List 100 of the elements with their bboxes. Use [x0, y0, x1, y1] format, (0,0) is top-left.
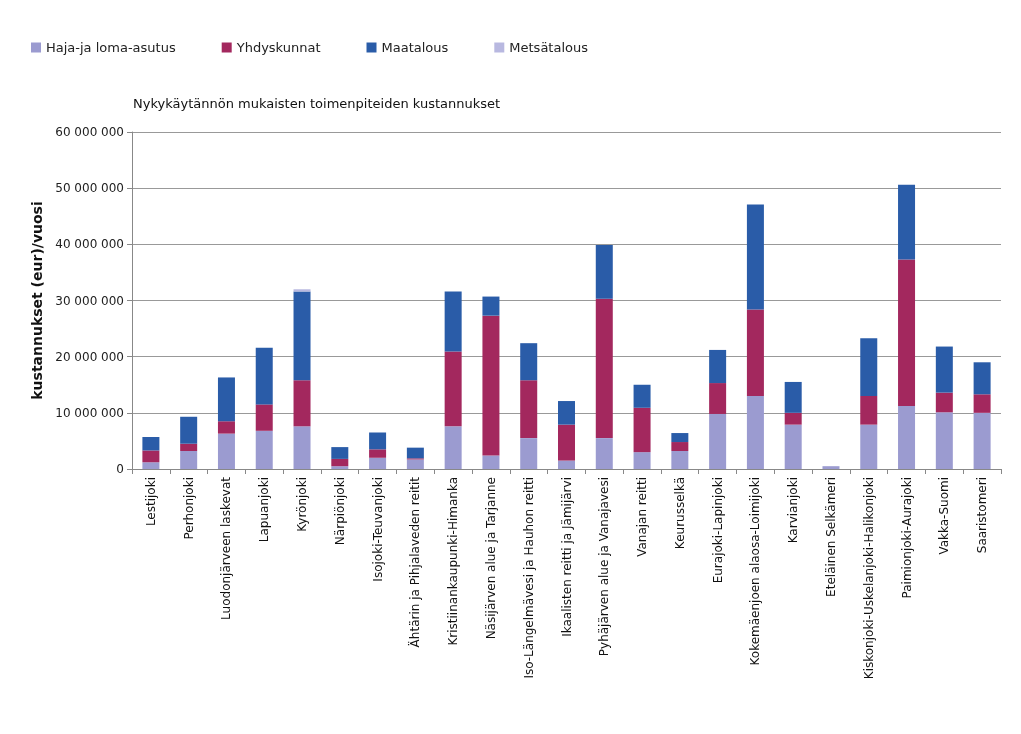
x-tick-label: Eteläinen Selkämeri	[823, 477, 838, 597]
y-tick-label: 0	[116, 462, 124, 476]
bar	[898, 259, 916, 407]
bar	[482, 455, 500, 469]
x-tick-label: Ikaalisten reitti ja Jämijärvi	[559, 477, 574, 637]
bar	[444, 291, 462, 352]
bar	[520, 438, 538, 469]
bar	[217, 377, 235, 422]
bar	[369, 432, 387, 450]
bar	[671, 451, 689, 469]
bar	[558, 401, 575, 425]
bar	[935, 346, 953, 393]
legend-label: Yhdyskunnat	[235, 40, 321, 55]
bar	[331, 458, 349, 467]
x-tick-label: Lapuanjoki	[257, 477, 272, 543]
bar	[784, 412, 802, 425]
bar	[444, 351, 462, 427]
x-tick-label: Närpiönjoki	[332, 477, 347, 546]
legend-label: Haja-ja loma-asutus	[46, 40, 176, 55]
bar	[406, 447, 424, 459]
y-tick-label: 10 000 000	[55, 405, 124, 420]
x-tick-label: Näsijärven alue ja Tarjanne	[483, 477, 498, 640]
bar	[255, 347, 273, 405]
bar	[633, 384, 651, 408]
x-tick-label: Isojoki-Teuvanjoki	[370, 477, 385, 582]
bar	[746, 204, 764, 310]
x-tick-label: Kiskonjoki-Uskelanjoki-Halikonjoki	[861, 477, 876, 680]
x-tick-label: Paimionjoki-Aurajoki	[899, 477, 914, 599]
x-tick-label: Eurajoki-Lapinjoki	[710, 477, 725, 584]
x-tick-label: Vanajan reitti	[635, 477, 650, 557]
x-tick-label: Pyhäjärven alue ja Vanajavesi	[597, 477, 612, 657]
bar	[860, 395, 878, 425]
bar	[255, 404, 273, 431]
bar	[331, 447, 349, 459]
bar	[973, 412, 991, 469]
x-tick-label: Ähtärin ja Pihjalaveden reitit	[407, 476, 423, 648]
bar	[255, 430, 273, 469]
bar	[595, 244, 613, 299]
bar	[444, 426, 462, 469]
bar	[142, 450, 160, 463]
bar	[935, 392, 953, 413]
bar	[973, 362, 991, 395]
x-tick-label: Karvianjoki	[786, 477, 801, 544]
bar	[558, 460, 575, 469]
x-tick-label: Kokemäenjoen alaosa-Loimijoki	[748, 477, 763, 666]
bar	[142, 436, 160, 451]
y-tick-label: 40 000 000	[55, 237, 124, 252]
bar	[784, 381, 802, 413]
x-tick-label: Perhonjoki	[181, 477, 196, 540]
bar	[217, 433, 235, 469]
chart-title: Nykykäytännön mukaisten toimenpiteiden kustannukset	[133, 96, 501, 111]
x-tick-label: Iso-Längelmävesi ja Hauhon reitti	[521, 477, 536, 679]
bar	[671, 433, 689, 443]
bar	[860, 424, 878, 469]
bar	[180, 416, 198, 444]
bar	[709, 413, 727, 469]
x-tick-label: Saaristomeri	[975, 477, 990, 554]
y-tick-label: 50 000 000	[55, 181, 124, 196]
y-tick-label: 30 000 000	[55, 293, 124, 308]
y-tick-label: 60 000 000	[55, 125, 124, 139]
x-tick-label: Kyrönjoki	[295, 477, 310, 532]
bar	[293, 380, 311, 427]
bar	[180, 451, 198, 469]
x-tick-label: Luodonjärveen laskevat	[219, 476, 234, 620]
bar	[709, 349, 727, 384]
y-tick-label: 20 000 000	[55, 349, 124, 364]
bar	[293, 291, 311, 381]
bar	[180, 443, 198, 452]
x-tick-label: Vakka-Suomi	[937, 477, 952, 555]
bar	[822, 466, 840, 469]
bar	[671, 442, 689, 452]
legend-label: Maatalous	[381, 40, 449, 55]
bar	[746, 395, 764, 469]
bar	[595, 298, 613, 439]
bar	[633, 407, 651, 453]
bar	[709, 383, 727, 414]
bar	[860, 338, 878, 396]
bar	[331, 466, 349, 469]
bar	[784, 424, 802, 469]
bar	[142, 462, 160, 469]
bar	[369, 449, 387, 458]
bar	[935, 412, 953, 469]
y-axis-title: kustannukset (eur)/vuosi	[29, 201, 45, 400]
bar	[369, 457, 387, 469]
bar	[520, 380, 538, 439]
bar	[898, 406, 916, 469]
bar	[520, 343, 538, 381]
bar	[595, 438, 613, 469]
legend-label: Metsätalous	[509, 40, 589, 55]
bar	[482, 296, 500, 316]
bar	[973, 394, 991, 413]
x-tick-label: Lestijoki	[143, 477, 158, 527]
bar	[293, 426, 311, 469]
bar	[217, 421, 235, 434]
bar	[633, 452, 651, 469]
x-tick-label: Kristiinankaupunki-Himanka	[446, 477, 461, 646]
bar	[898, 184, 916, 260]
bar	[293, 289, 311, 292]
bar	[558, 424, 575, 461]
x-tick-label: Keurusselkä	[672, 477, 687, 550]
